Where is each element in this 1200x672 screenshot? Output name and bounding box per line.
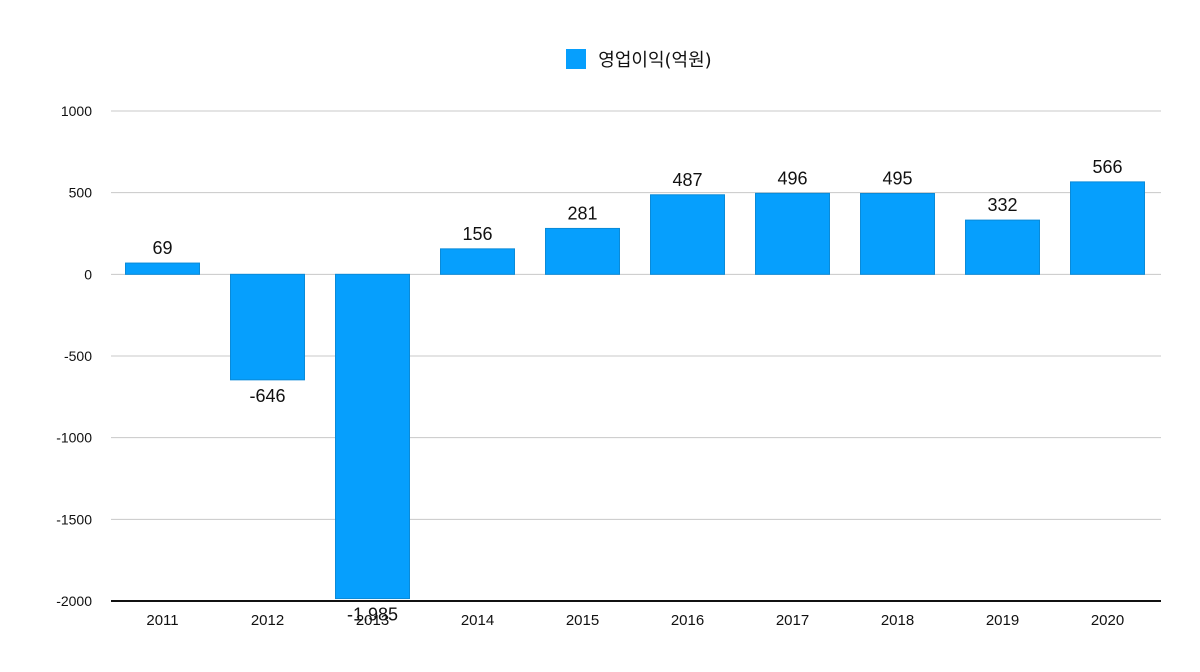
x-tick-label: 2012 <box>251 612 284 629</box>
data-label: 69 <box>152 238 172 258</box>
bar <box>650 194 725 275</box>
data-label: -1,985 <box>347 605 398 625</box>
bar <box>335 273 410 600</box>
y-tick-label: -500 <box>64 348 92 364</box>
y-tick-label: 500 <box>69 185 93 201</box>
x-tick-label: 2014 <box>461 612 494 629</box>
bar <box>545 227 620 275</box>
y-tick-label: -1000 <box>56 430 92 446</box>
data-label: -646 <box>249 386 285 406</box>
x-tick-label: 2020 <box>1091 612 1124 629</box>
data-label: 281 <box>567 203 597 223</box>
x-tick-label: 2016 <box>671 612 704 629</box>
bar <box>755 192 830 275</box>
y-tick-label: -1500 <box>56 511 92 527</box>
bar <box>965 219 1040 275</box>
legend-label: 영업이익(억원) <box>598 50 712 71</box>
legend: 영업이익(억원) <box>0 46 1200 74</box>
y-tick-label: 0 <box>84 266 92 282</box>
data-labels: 69 -646 -1,985 156 281 487 496 495 332 566 <box>152 157 1122 625</box>
legend-swatch <box>566 49 587 69</box>
bars <box>125 181 1145 600</box>
data-label: 487 <box>672 170 702 190</box>
bar <box>1070 181 1145 275</box>
x-tick-label: 2019 <box>986 612 1019 629</box>
x-tick-label: 2013 <box>356 612 389 629</box>
bar <box>230 273 305 381</box>
x-tick-label: 2018 <box>881 612 914 629</box>
y-axis-ticks: 1000 500 0 -500 -1000 -1500 -2000 <box>56 103 92 609</box>
bar <box>440 248 515 275</box>
data-label: 332 <box>987 195 1017 215</box>
data-label: 156 <box>462 224 492 244</box>
bar <box>125 262 200 275</box>
bar <box>860 192 935 275</box>
data-label: 496 <box>777 168 807 188</box>
x-axis-ticks: 2011 2012 2013 2014 2015 2016 2017 2018 2019 2020 <box>146 612 1124 629</box>
y-tick-label: 1000 <box>61 103 92 119</box>
y-tick-label: -2000 <box>56 593 92 609</box>
x-tick-label: 2017 <box>776 612 809 629</box>
data-label: 495 <box>882 168 912 188</box>
x-tick-label: 2011 <box>146 612 178 629</box>
data-label: 566 <box>1092 157 1122 177</box>
x-tick-label: 2015 <box>566 612 599 629</box>
